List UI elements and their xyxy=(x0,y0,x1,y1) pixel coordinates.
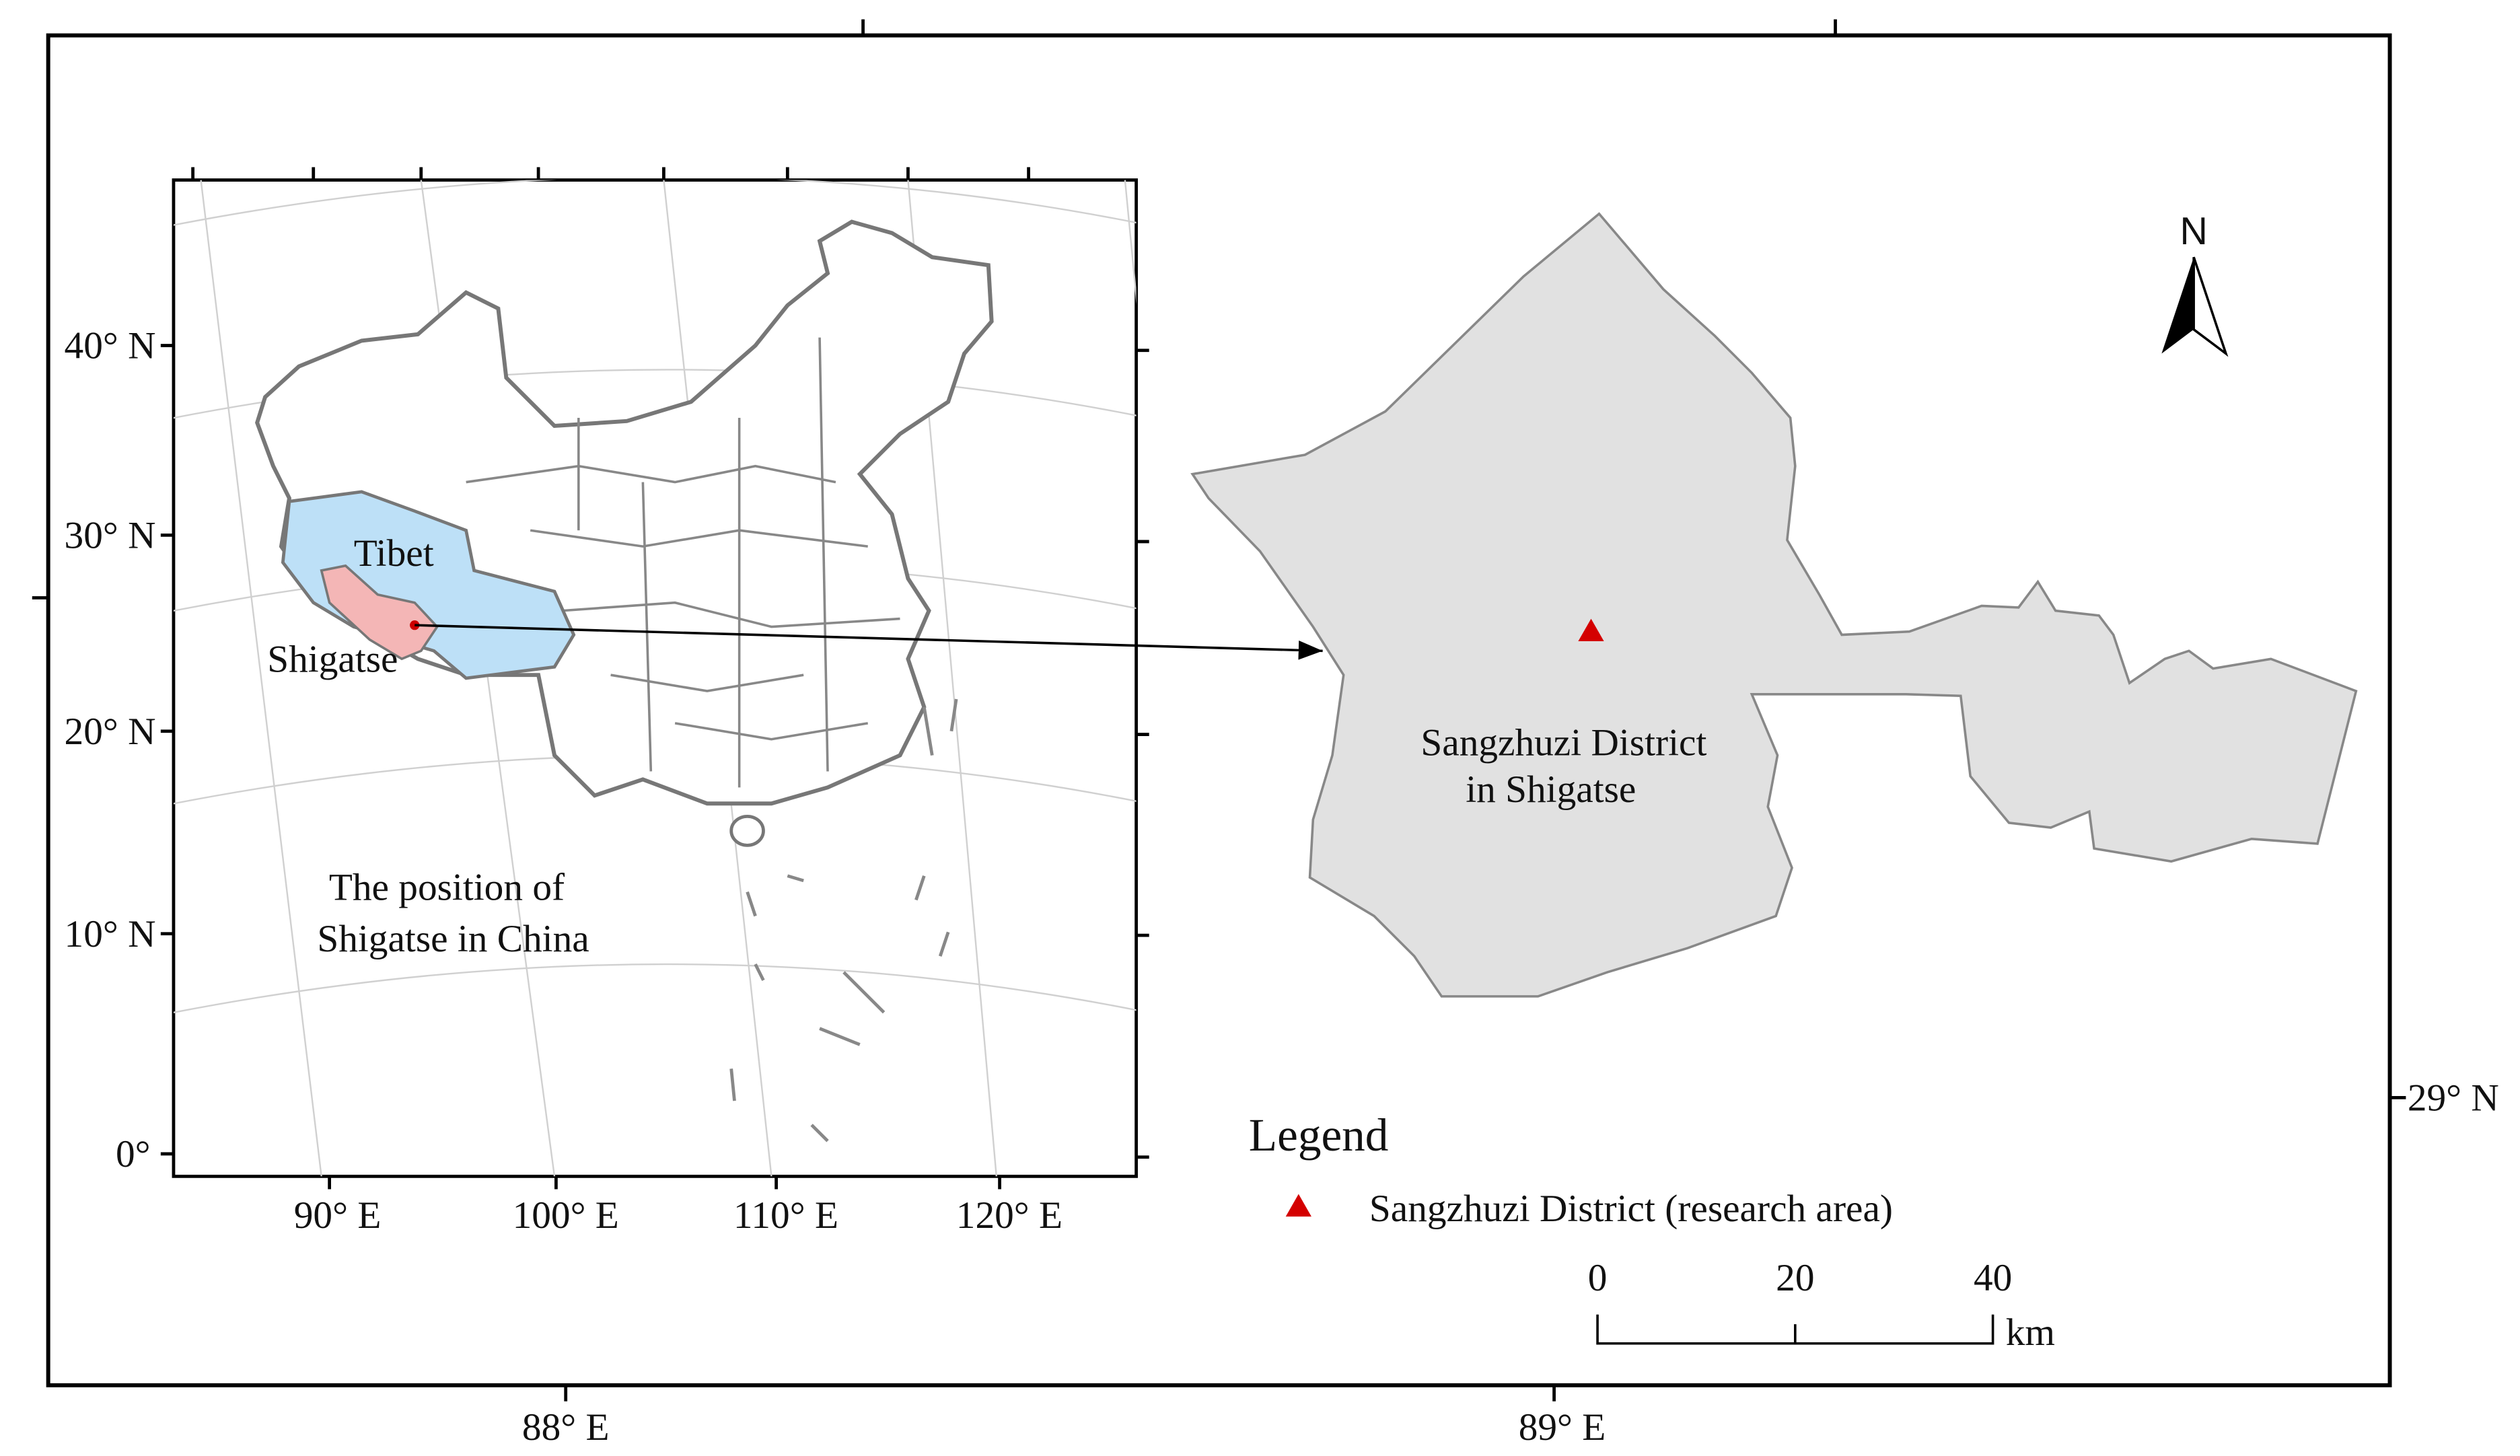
lat-label: 30° N xyxy=(65,515,156,557)
district-area xyxy=(1190,212,2358,998)
north-label: N xyxy=(2180,210,2207,253)
lon-label: 88° E xyxy=(522,1406,610,1449)
scale-bar: 0 20 40 km xyxy=(1588,1257,2055,1354)
inset-ticks xyxy=(160,167,1149,1190)
lon-label: 120° E xyxy=(956,1194,1063,1237)
region-label: Shigatse xyxy=(267,638,398,680)
hainan-island xyxy=(729,814,765,847)
scale-bar-line xyxy=(1596,1314,1994,1345)
lon-label: 89° E xyxy=(1519,1406,1606,1449)
lon-label: 90° E xyxy=(294,1194,382,1237)
lat-label: 0° xyxy=(116,1133,151,1175)
graticule-line xyxy=(200,180,322,1177)
scale-label: 0 xyxy=(1588,1257,1608,1299)
lat-label: 20° N xyxy=(65,711,156,753)
legend-title: Legend xyxy=(1249,1109,1389,1161)
lat-label: 10° N xyxy=(65,913,156,955)
main-frame xyxy=(46,33,2392,1387)
lat-label: 29° N xyxy=(2408,1077,2499,1119)
lon-label: 110° E xyxy=(733,1194,838,1237)
islands xyxy=(729,698,958,1142)
outer-ticks xyxy=(32,19,2406,1402)
legend-item: Sangzhuzi District (research area) xyxy=(1369,1188,1893,1230)
province-borders xyxy=(466,337,900,788)
china-map xyxy=(254,219,994,1142)
graticule-line xyxy=(173,963,1137,1014)
scale-unit: km xyxy=(2006,1311,2055,1354)
district-label: in Shigatse xyxy=(1466,768,1636,811)
legend-marker xyxy=(1285,1194,1311,1217)
research-site-marker xyxy=(1578,618,1604,642)
tibet-region xyxy=(281,490,576,680)
lat-label: 40° N xyxy=(65,325,156,367)
lon-label: 100° E xyxy=(513,1194,619,1237)
inset-caption: The position of xyxy=(329,867,565,909)
region-label: Tibet xyxy=(354,532,434,575)
inset-caption: Shigatse in China xyxy=(317,918,589,960)
graticule-line xyxy=(173,180,1137,226)
north-arrow xyxy=(2161,257,2194,354)
north-arrow xyxy=(2192,256,2229,357)
arrow xyxy=(415,624,1323,660)
scale-label: 40 xyxy=(1974,1257,2012,1299)
district-label: Sangzhuzi District xyxy=(1420,722,1706,764)
shigatse-region xyxy=(320,564,439,661)
scale-label: 20 xyxy=(1776,1257,1814,1299)
